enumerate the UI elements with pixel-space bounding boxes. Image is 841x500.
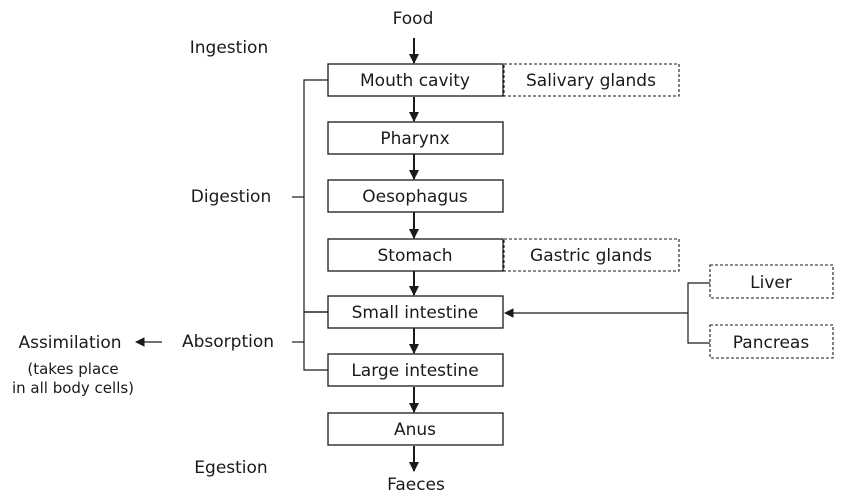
small-intestine-label: Small intestine [352,303,479,323]
anus-box: Anus [327,412,504,446]
mouth-cavity-label: Mouth cavity [360,71,470,91]
pharynx-box: Pharynx [327,121,504,155]
assimilation-label: Assimilation [18,333,121,353]
assimilation-note-line-2: in all body cells) [12,379,134,397]
gastric-glands-box: Gastric glands [503,238,680,272]
food-label: Food [393,9,434,29]
stomach-box: Stomach [327,238,504,272]
small-intestine-box: Small intestine [327,295,504,329]
absorption-bracket [303,311,328,371]
absorption-label: Absorption [182,332,274,352]
liver-pancreas-bracket [687,282,710,344]
mouth-cavity-box: Mouth cavity [327,63,504,97]
anus-label: Anus [394,420,436,440]
liver-label: Liver [750,273,792,293]
pancreas-box: Pancreas [709,324,834,359]
pharynx-label: Pharynx [380,129,449,149]
pancreas-label: Pancreas [733,333,810,353]
large-intestine-label: Large intestine [351,361,478,381]
liver-box: Liver [709,264,834,299]
salivary-glands-box: Salivary glands [503,63,680,97]
digestion-bracket [303,79,328,313]
faeces-label: Faeces [387,475,445,495]
oesophagus-box: Oesophagus [327,179,504,213]
ingestion-label: Ingestion [190,38,268,58]
salivary-glands-label: Salivary glands [526,71,656,91]
oesophagus-label: Oesophagus [362,187,468,207]
large-intestine-box: Large intestine [327,353,504,387]
stomach-label: Stomach [378,246,453,266]
assimilation-note-line-1: (takes place [27,360,118,378]
egestion-label: Egestion [194,458,267,478]
gastric-glands-label: Gastric glands [530,246,652,266]
digestion-label: Digestion [191,187,271,207]
